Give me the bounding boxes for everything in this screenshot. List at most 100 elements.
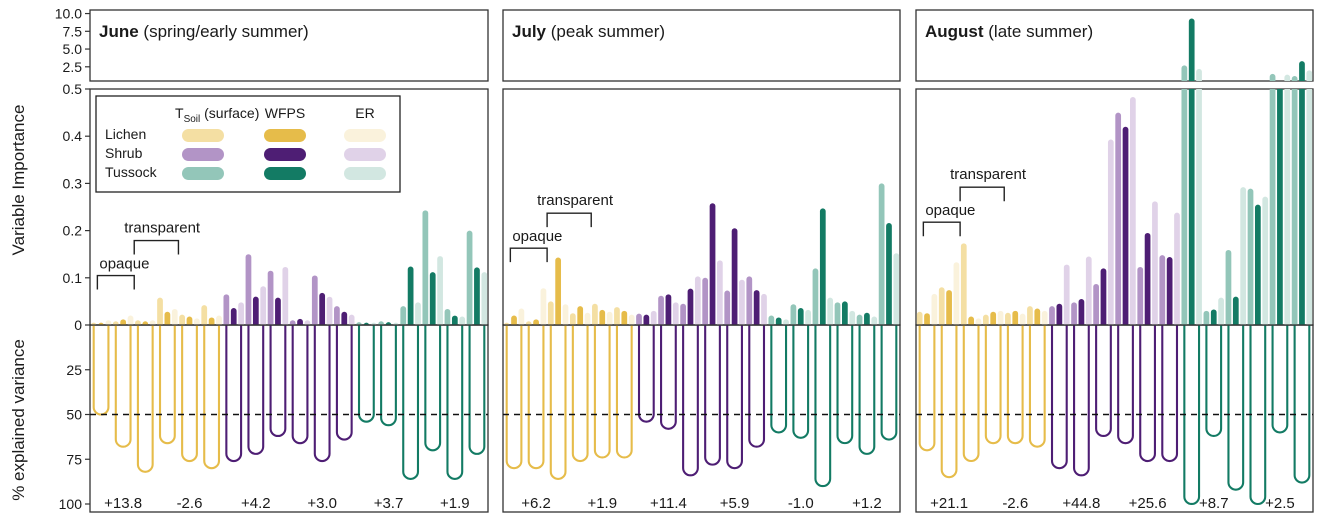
explained-variance-loop [593,325,611,459]
panel-top-frame [915,9,1314,82]
importance-bar [709,203,716,325]
importance-bar [1115,112,1122,325]
importance-bar [429,272,436,325]
legend-header-surface: (surface) [200,105,259,121]
importance-bar [1027,306,1033,325]
importance-bar [444,308,451,325]
panel-august: August (late summer) +21.1 -2.6 +44.8 +25.6 +… [915,9,1314,513]
importance-bar-broken-axis [1306,70,1313,81]
transparent-bracket [959,186,1005,202]
difference-label: +44.8 [1062,495,1100,512]
importance-bar [599,309,606,325]
explained-variance-loop [527,325,545,470]
legend-header-t: T [175,105,184,121]
importance-bar [960,243,967,325]
explained-variance-loop [114,325,132,448]
importance-bar [105,320,112,325]
explained-variance-loop [1073,325,1090,477]
y-tick-label: 25 [66,362,82,378]
explained-variance-loop [136,325,154,473]
difference-label: +5.9 [720,495,750,512]
importance-bar [797,308,804,325]
transparent-label: transparent [950,166,1027,183]
legend-row-label: Tussock [105,164,158,180]
importance-bar [1174,212,1180,325]
importance-bar [275,297,281,325]
importance-bar [157,297,163,325]
explained-variance-loop [836,325,854,445]
panel-title: August (late summer) [925,22,1093,41]
panel-bottom-frame [915,324,1314,513]
explained-variance-loop [225,325,243,463]
importance-bar [1137,266,1144,325]
importance-bar [924,313,930,325]
importance-bar [422,210,429,325]
y-axis-label-variance: % explained variance [9,339,28,501]
y-tick-label: 100 [59,496,83,512]
importance-bar [1012,310,1019,325]
importance-bar [1306,89,1313,325]
importance-bar [1218,297,1224,325]
importance-bar [1071,302,1077,325]
explained-variance-loop [1028,325,1046,448]
importance-bar-broken-axis [1269,74,1276,81]
difference-label: -1.0 [788,495,814,512]
importance-bar [297,318,303,325]
importance-bar [953,262,960,325]
explained-variance-loop [402,325,420,480]
importance-bar [746,276,753,325]
importance-bar [142,321,149,325]
importance-bar [1181,89,1188,325]
importance-bar-broken-axis [1188,18,1195,81]
importance-bar [1041,310,1048,325]
importance-bar [1063,264,1070,325]
importance-bar-broken-axis [1181,65,1188,81]
importance-bar [783,319,789,325]
importance-bar [230,308,237,325]
importance-bar [547,301,554,325]
importance-bar [112,321,119,325]
explained-variance-loop [1139,325,1156,463]
importance-bar [1085,256,1092,325]
panel-title-season: (spring/early summer) [139,22,309,41]
importance-bar-broken-axis [1196,69,1202,81]
legend-swatch [182,129,224,142]
explained-variance-loop [615,325,633,459]
importance-bar [606,311,613,325]
importance-bar [400,306,407,325]
difference-label: -2.6 [1002,495,1028,512]
importance-bar [540,288,547,325]
explained-variance-loop [181,325,198,462]
importance-bar [658,295,664,325]
importance-bar [1019,313,1026,325]
importance-bar [893,253,900,325]
y-tick-label: 0.2 [63,223,83,239]
difference-label: +2.5 [1265,495,1295,512]
y-tick-label: 10.0 [55,6,82,22]
importance-bar [289,320,296,325]
importance-bar [267,270,274,325]
explained-variance-loop [1293,325,1311,484]
importance-bar [481,272,488,325]
importance-bar [1291,89,1298,325]
importance-bar [319,292,326,325]
explained-variance-loop [203,325,221,470]
importance-bar [208,317,215,325]
importance-bar [511,315,517,325]
importance-bar [672,302,679,325]
bars-top [1181,18,1313,81]
importance-bar [990,311,997,325]
panel-june: June (spring/early summer) +13.8 -2.6 +4.2 +… [89,9,489,513]
opaque-label: opaque [99,256,149,273]
importance-bar [186,316,193,325]
transparent-bracket [133,239,180,255]
importance-bar [886,223,892,325]
importance-bar [378,321,385,325]
importance-bar [665,294,672,325]
bars-main [916,89,1313,325]
explained-variance-loop [984,325,1002,445]
importance-bar [628,314,635,325]
importance-bar [834,302,841,325]
explained-variance-loop [1161,325,1179,462]
explained-variance-loop [858,325,876,455]
